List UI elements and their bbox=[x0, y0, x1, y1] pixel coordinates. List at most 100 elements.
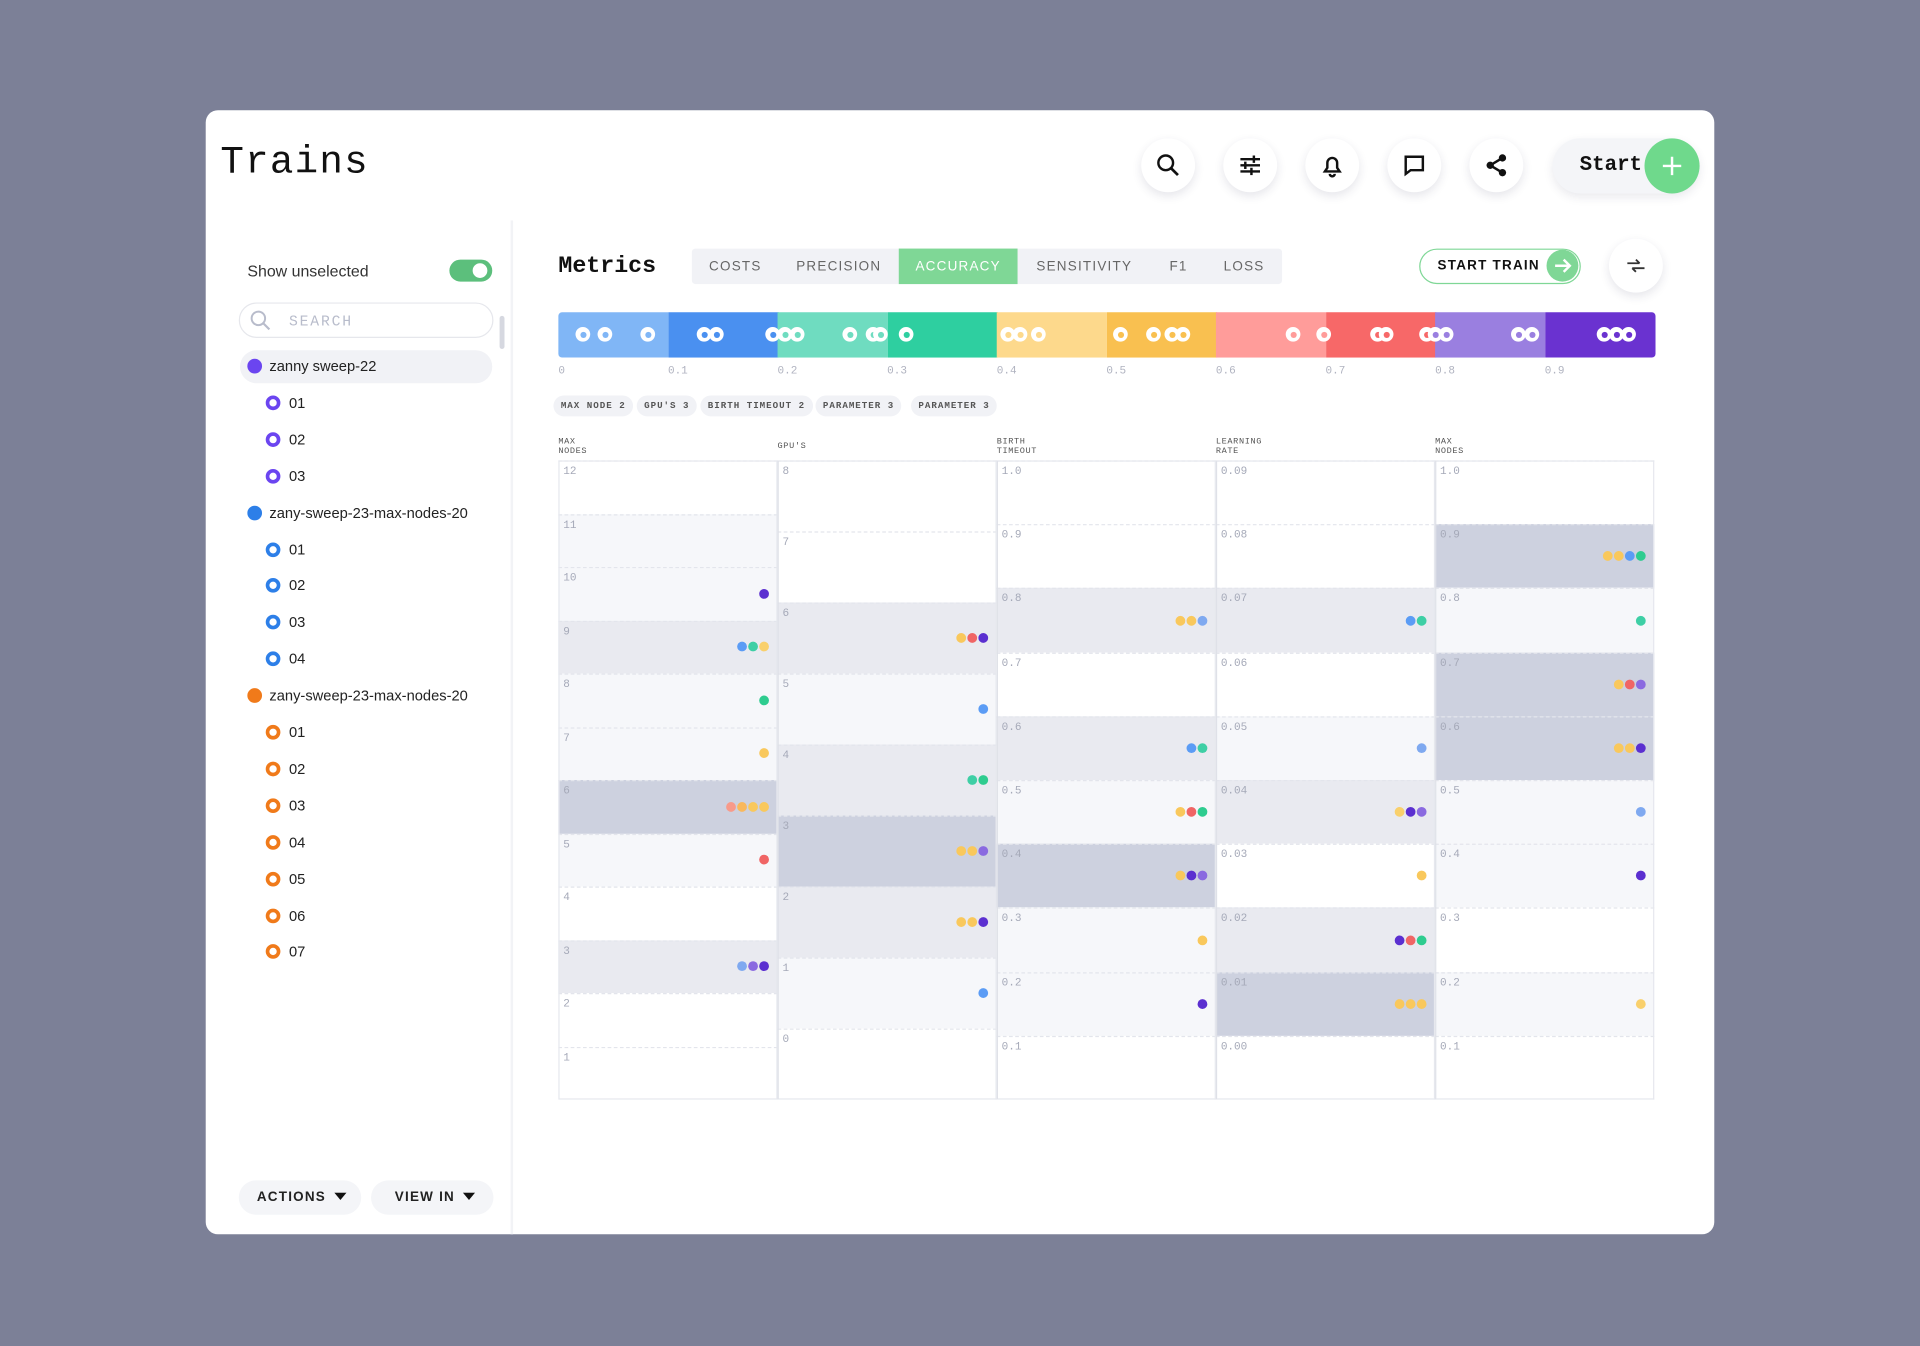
tab[interactable]: LOSS bbox=[1223, 258, 1265, 274]
run-dot[interactable] bbox=[737, 641, 747, 652]
run-dot[interactable] bbox=[956, 846, 967, 856]
run-dot[interactable] bbox=[1635, 807, 1646, 817]
run-dot[interactable] bbox=[1635, 870, 1646, 881]
run-dot[interactable] bbox=[978, 775, 989, 785]
run-dot[interactable] bbox=[967, 775, 978, 785]
item-name[interactable]: 03 bbox=[288, 467, 306, 485]
run-dot[interactable] bbox=[1405, 807, 1416, 817]
run-dot[interactable] bbox=[1186, 807, 1197, 817]
run-dot[interactable] bbox=[978, 633, 989, 643]
start-button[interactable]: Start bbox=[1552, 138, 1700, 194]
run-dot[interactable] bbox=[967, 633, 978, 643]
run-dot[interactable] bbox=[1416, 743, 1427, 753]
run-dot[interactable] bbox=[1635, 551, 1646, 562]
run-dot[interactable] bbox=[759, 641, 769, 652]
item-name[interactable]: 04 bbox=[288, 833, 306, 851]
tab[interactable]: ACCURACY bbox=[898, 248, 1018, 285]
messages-button[interactable] bbox=[1387, 138, 1442, 193]
run-dot[interactable] bbox=[1635, 743, 1646, 753]
share-button[interactable] bbox=[1469, 138, 1524, 193]
run-dot[interactable] bbox=[956, 917, 967, 927]
search-button[interactable] bbox=[1141, 138, 1196, 193]
run-dot[interactable] bbox=[1416, 807, 1427, 817]
tab[interactable]: F1 bbox=[1169, 258, 1188, 274]
run-dot[interactable] bbox=[759, 961, 769, 972]
run-dot[interactable] bbox=[726, 801, 736, 812]
filter-tag[interactable]: PARAMETER 3 bbox=[815, 395, 902, 417]
item-name[interactable]: 01 bbox=[288, 723, 306, 741]
swap-button[interactable] bbox=[1608, 238, 1663, 293]
run-dot[interactable] bbox=[737, 961, 747, 972]
run-dot[interactable] bbox=[1416, 934, 1427, 945]
item-name[interactable]: 02 bbox=[288, 577, 306, 595]
run-dot[interactable] bbox=[759, 748, 769, 759]
item-name[interactable]: 01 bbox=[288, 540, 306, 558]
run-dot[interactable] bbox=[1394, 998, 1405, 1009]
run-dot[interactable] bbox=[759, 588, 769, 599]
run-dot[interactable] bbox=[978, 917, 989, 927]
tab[interactable]: PRECISION bbox=[796, 258, 882, 274]
run-dot[interactable] bbox=[1416, 615, 1427, 626]
item-name[interactable]: 02 bbox=[288, 430, 306, 448]
notifications-button[interactable] bbox=[1305, 138, 1360, 193]
run-dot[interactable] bbox=[1186, 615, 1197, 626]
item-name[interactable]: 07 bbox=[288, 943, 306, 961]
item-name[interactable]: 01 bbox=[288, 394, 306, 412]
run-dot[interactable] bbox=[1394, 934, 1405, 945]
run-dot[interactable] bbox=[1613, 551, 1624, 562]
view-in-button[interactable]: VIEW IN bbox=[371, 1180, 494, 1215]
run-dot[interactable] bbox=[1602, 551, 1613, 562]
run-dot[interactable] bbox=[748, 801, 758, 812]
run-dot[interactable] bbox=[1416, 870, 1427, 881]
run-dot[interactable] bbox=[1197, 807, 1208, 817]
run-dot[interactable] bbox=[967, 917, 978, 927]
run-dot[interactable] bbox=[759, 855, 769, 865]
run-dot[interactable] bbox=[1624, 743, 1635, 753]
start-train-button[interactable]: START TRAIN bbox=[1419, 248, 1581, 285]
run-dot[interactable] bbox=[1175, 807, 1186, 817]
run-dot[interactable] bbox=[1175, 870, 1186, 881]
run-dot[interactable] bbox=[1394, 807, 1405, 817]
run-dot[interactable] bbox=[1197, 934, 1208, 945]
run-dot[interactable] bbox=[748, 641, 758, 652]
run-dot[interactable] bbox=[1405, 998, 1416, 1009]
filter-tag[interactable]: GPU'S 3 bbox=[636, 395, 697, 417]
run-dot[interactable] bbox=[1197, 998, 1208, 1009]
run-dot[interactable] bbox=[737, 801, 747, 812]
run-dot[interactable] bbox=[1624, 551, 1635, 562]
run-dot[interactable] bbox=[1624, 679, 1635, 690]
run-dot[interactable] bbox=[1175, 615, 1186, 626]
run-dot[interactable] bbox=[956, 633, 967, 643]
run-dot[interactable] bbox=[1613, 679, 1624, 690]
run-dot[interactable] bbox=[1635, 679, 1646, 690]
toggle[interactable] bbox=[449, 259, 493, 282]
group-name[interactable]: zany-sweep-23-max-nodes-20 bbox=[269, 503, 468, 522]
item-name[interactable]: 02 bbox=[288, 760, 306, 778]
item-name[interactable]: 05 bbox=[288, 870, 306, 888]
run-dot[interactable] bbox=[1416, 998, 1427, 1009]
run-dot[interactable] bbox=[748, 961, 758, 972]
item-name[interactable]: 03 bbox=[288, 796, 306, 815]
tab[interactable]: SENSITIVITY bbox=[1036, 258, 1133, 274]
filter-tag[interactable]: PARAMETER 3 bbox=[911, 395, 998, 417]
item-name[interactable]: 03 bbox=[288, 613, 306, 631]
run-dot[interactable] bbox=[759, 801, 769, 812]
filter-button[interactable] bbox=[1223, 138, 1278, 193]
filter-tag[interactable]: MAX NODE 2 bbox=[553, 395, 634, 417]
search-box[interactable]: SEARCH bbox=[238, 302, 494, 338]
run-dot[interactable] bbox=[1635, 615, 1646, 626]
group-name[interactable]: zanny sweep-22 bbox=[269, 357, 377, 375]
filter-tag[interactable]: BIRTH TIMEOUT 2 bbox=[700, 395, 813, 417]
run-dot[interactable] bbox=[978, 846, 989, 856]
actions-button[interactable]: ACTIONS bbox=[238, 1180, 362, 1215]
run-dot[interactable] bbox=[1197, 870, 1208, 881]
run-dot[interactable] bbox=[978, 988, 989, 998]
run-dot[interactable] bbox=[759, 695, 769, 705]
run-dot[interactable] bbox=[1186, 870, 1197, 881]
run-dot[interactable] bbox=[1405, 934, 1416, 945]
run-dot[interactable] bbox=[967, 846, 978, 856]
run-dot[interactable] bbox=[1197, 743, 1208, 753]
item-name[interactable]: 06 bbox=[288, 906, 306, 924]
tab[interactable]: COSTS bbox=[709, 258, 762, 274]
run-dot[interactable] bbox=[1186, 743, 1197, 753]
